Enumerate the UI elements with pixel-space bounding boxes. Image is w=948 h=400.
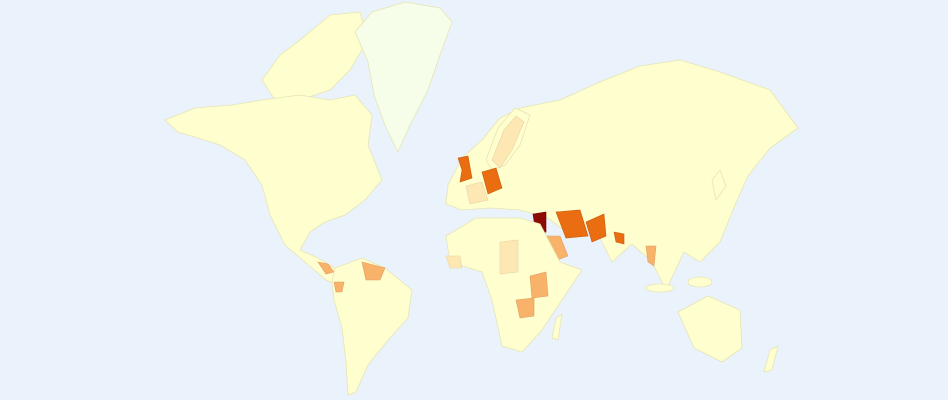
south-america: [331, 257, 413, 396]
thailand: [645, 245, 657, 267]
sudan: [499, 239, 519, 275]
pakistan: [585, 213, 607, 243]
greenland: [354, 1, 453, 153]
west-africa: [445, 255, 463, 269]
iran: [555, 209, 589, 239]
ecuador: [333, 281, 345, 293]
sweden-norway: [491, 115, 525, 169]
kenya: [529, 271, 549, 299]
venezuela: [361, 261, 386, 281]
japan: [711, 169, 727, 201]
africa-mainland: [445, 217, 583, 353]
indonesia: [645, 283, 675, 293]
germany: [481, 167, 503, 195]
oceania: [645, 276, 779, 373]
australia: [677, 295, 743, 363]
north-america-mainland: [164, 94, 383, 286]
united-kingdom: [457, 155, 473, 183]
tanzania: [515, 297, 535, 319]
new-guinea: [687, 276, 713, 288]
south-america-mainland: [331, 257, 413, 396]
new-zealand: [763, 345, 779, 373]
bangladesh-myanmar: [613, 231, 625, 245]
madagascar: [551, 313, 563, 341]
north-america: [164, 1, 453, 286]
eurasia: [445, 59, 799, 291]
france: [465, 181, 489, 205]
africa: [445, 217, 583, 353]
